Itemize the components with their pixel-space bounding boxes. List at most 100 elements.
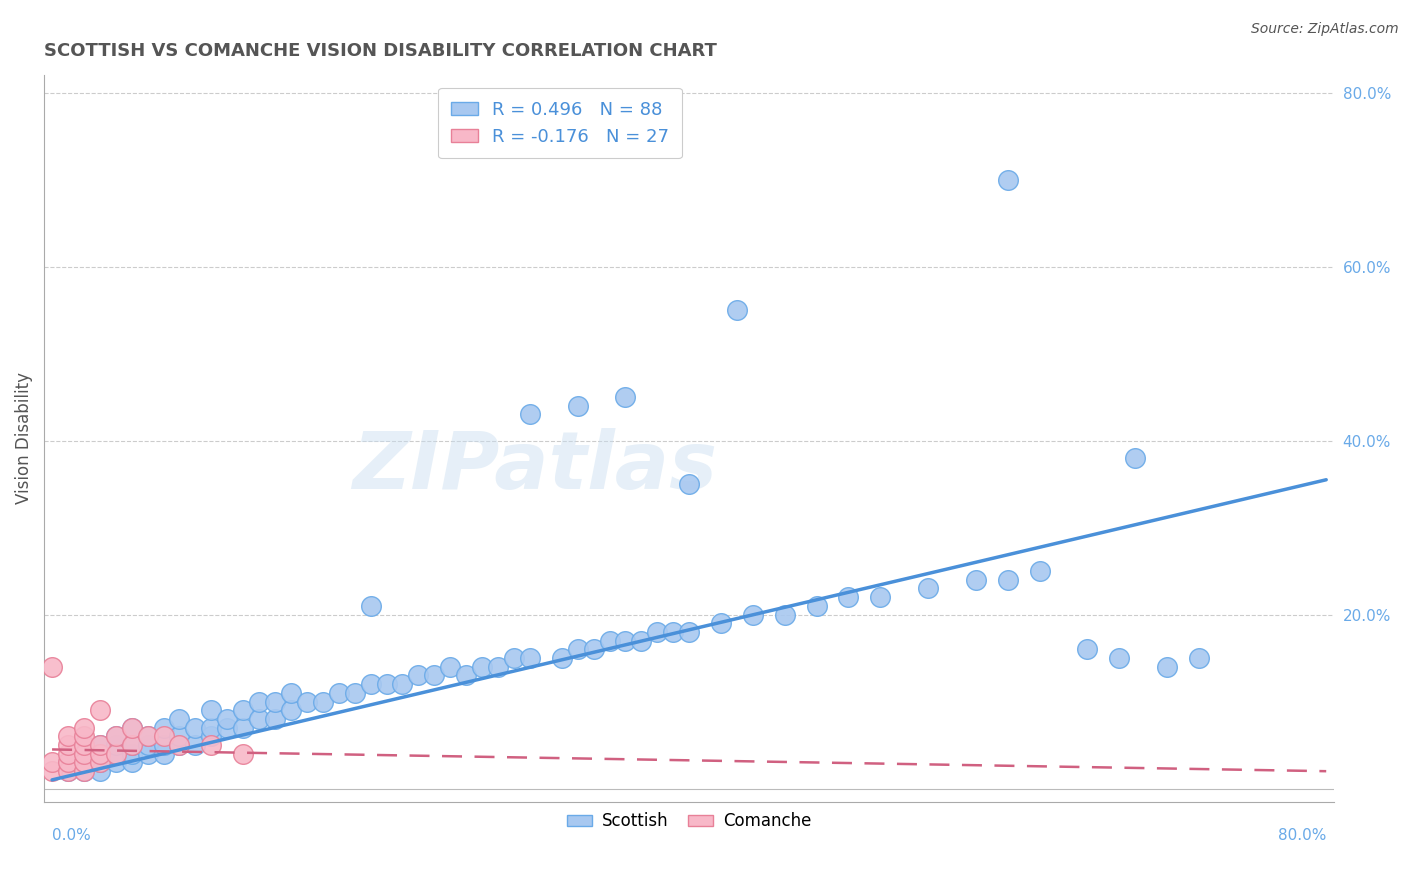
Point [217, 721, 239, 735]
Point [56, 747, 79, 761]
Point [312, 695, 335, 709]
Point [200, 703, 222, 717]
Point [200, 738, 222, 752]
Point [184, 721, 207, 735]
Point [997, 573, 1019, 587]
Point [439, 660, 461, 674]
Point [104, 730, 127, 744]
Point [136, 738, 159, 752]
Point [343, 686, 366, 700]
Point [869, 591, 891, 605]
Y-axis label: Vision Disability: Vision Disability [15, 373, 32, 504]
Point [121, 721, 143, 735]
Point [423, 668, 446, 682]
Point [997, 172, 1019, 186]
Point [121, 756, 143, 770]
Point [152, 747, 174, 761]
Point [104, 730, 127, 744]
Point [725, 303, 748, 318]
Point [89, 756, 111, 770]
Point [184, 738, 207, 752]
Point [89, 756, 111, 770]
Point [710, 616, 733, 631]
Point [41, 756, 63, 770]
Point [89, 747, 111, 761]
Point [136, 730, 159, 744]
Point [503, 651, 526, 665]
Point [662, 625, 685, 640]
Point [456, 668, 478, 682]
Point [471, 660, 494, 674]
Point [152, 738, 174, 752]
Point [567, 642, 589, 657]
Point [56, 756, 79, 770]
Point [104, 747, 127, 761]
Point [280, 686, 302, 700]
Point [965, 573, 987, 587]
Point [73, 721, 96, 735]
Point [89, 738, 111, 752]
Point [56, 764, 79, 779]
Point [169, 738, 191, 752]
Point [391, 677, 413, 691]
Point [232, 721, 254, 735]
Point [73, 738, 96, 752]
Point [582, 642, 605, 657]
Point [73, 756, 96, 770]
Point [1108, 651, 1130, 665]
Point [806, 599, 828, 613]
Point [247, 712, 270, 726]
Point [136, 730, 159, 744]
Point [328, 686, 350, 700]
Point [247, 695, 270, 709]
Point [152, 721, 174, 735]
Point [89, 764, 111, 779]
Point [1156, 660, 1178, 674]
Point [89, 738, 111, 752]
Point [73, 747, 96, 761]
Point [73, 764, 96, 779]
Point [104, 756, 127, 770]
Legend: Scottish, Comanche: Scottish, Comanche [560, 805, 818, 837]
Point [41, 764, 63, 779]
Point [645, 625, 668, 640]
Point [169, 712, 191, 726]
Point [614, 633, 637, 648]
Point [121, 738, 143, 752]
Point [264, 695, 287, 709]
Point [56, 730, 79, 744]
Point [599, 633, 621, 648]
Point [280, 703, 302, 717]
Point [408, 668, 430, 682]
Point [73, 730, 96, 744]
Point [121, 738, 143, 752]
Point [169, 738, 191, 752]
Point [375, 677, 398, 691]
Point [837, 591, 859, 605]
Point [614, 390, 637, 404]
Point [1076, 642, 1098, 657]
Point [551, 651, 574, 665]
Text: ZIPatlas: ZIPatlas [352, 428, 717, 507]
Point [152, 730, 174, 744]
Point [567, 399, 589, 413]
Point [232, 747, 254, 761]
Point [630, 633, 652, 648]
Point [1123, 450, 1146, 465]
Point [519, 651, 541, 665]
Point [360, 599, 382, 613]
Point [73, 747, 96, 761]
Point [1188, 651, 1211, 665]
Point [264, 712, 287, 726]
Point [232, 703, 254, 717]
Point [773, 607, 796, 622]
Point [73, 738, 96, 752]
Point [1028, 564, 1050, 578]
Point [121, 747, 143, 761]
Point [169, 730, 191, 744]
Point [678, 477, 700, 491]
Point [104, 738, 127, 752]
Point [136, 747, 159, 761]
Point [917, 582, 939, 596]
Point [486, 660, 509, 674]
